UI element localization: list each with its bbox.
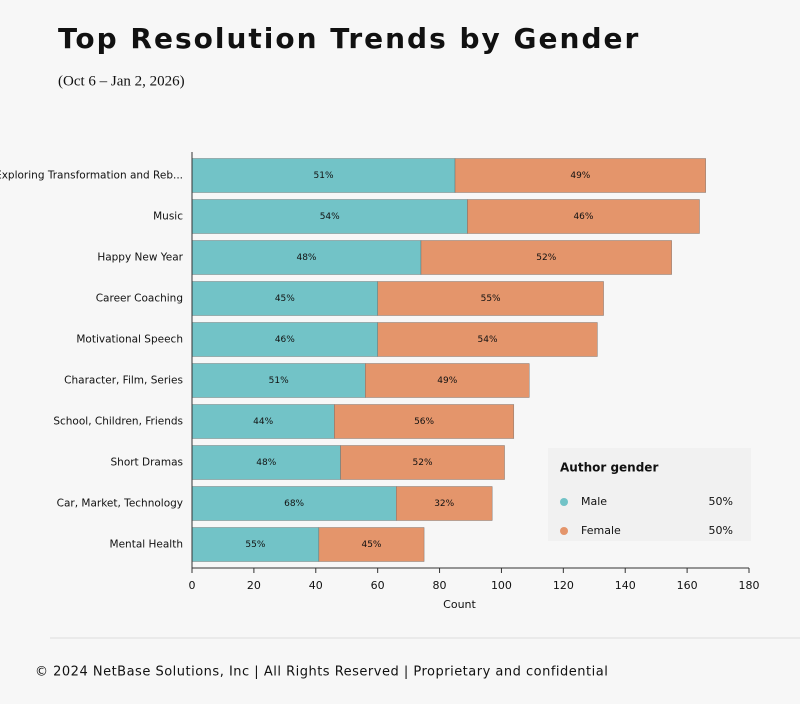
y-tick-label: School, Children, Friends [53,416,183,428]
legend-marker [560,498,568,506]
bar-label: 56% [414,417,434,427]
y-tick-label: Motivational Speech [76,334,183,346]
y-tick-label: Mental Health [110,539,183,551]
bar-label: 49% [437,376,457,386]
bar-segment [377,281,604,316]
x-tick-label: 100 [491,579,512,592]
y-tick-label: Car, Market, Technology [57,498,183,510]
bar-segment [191,363,366,398]
x-tick-label: 60 [371,579,385,592]
legend-box [548,448,751,541]
bar-segment [334,404,515,439]
bar-label: 55% [245,540,265,550]
bar-label: 68% [284,499,304,509]
bar-segment [454,158,706,193]
bar-label: 52% [536,253,556,263]
x-tick-label: 40 [309,579,323,592]
bar-segment [318,527,425,562]
bar-label: 49% [570,171,590,181]
y-tick-label: Short Dramas [111,457,184,469]
bar-label: 48% [296,253,316,263]
x-tick-label: 180 [739,579,760,592]
legend-value: 50% [709,524,733,537]
x-tick-label: 120 [553,579,574,592]
legend-title: Author gender [560,461,658,475]
legend-label: Female [581,524,621,537]
bar-label: 51% [314,171,334,181]
bar-segment [340,445,505,480]
bar-label: 51% [269,376,289,386]
bar-label: 44% [253,417,273,427]
y-tick-label: Character, Film, Series [64,375,183,387]
bar-segment [191,527,320,562]
y-tick-label: Exploring Transformation and Reb... [0,170,183,182]
y-tick-label: Music [153,211,183,223]
chart-subtitle: (Oct 6 – Jan 2, 2026) [58,73,185,89]
legend-marker [560,527,568,535]
bar-label: 52% [413,458,433,468]
bar-label: 54% [320,212,340,222]
x-tick-label: 140 [615,579,636,592]
bar-label: 45% [275,294,295,304]
bar-segment [420,240,672,275]
y-tick-label: Happy New Year [97,252,183,264]
chart-title: Top Resolution Trends by Gender [58,22,640,55]
bar-segment [377,322,598,357]
x-tick-label: 0 [189,579,196,592]
legend-label: Male [581,495,607,508]
bar-label: 54% [478,335,498,345]
bar-label: 32% [434,499,454,509]
footer: © 2024 NetBase Solutions, Inc | All Righ… [35,665,608,680]
x-axis-label: Count [443,598,476,611]
x-tick-label: 20 [247,579,261,592]
bar-segment [467,199,700,234]
bar-segment [191,281,378,316]
bar-label: 46% [573,212,593,222]
x-tick-label: 80 [433,579,447,592]
bar-segment [191,158,456,193]
bar-segment [365,363,530,398]
y-tick-label: Career Coaching [96,293,183,305]
bar-segment [191,404,335,439]
x-tick-label: 160 [677,579,698,592]
bar-label: 48% [256,458,276,468]
bar-label: 45% [361,540,381,550]
bar-segment [396,486,493,521]
bar-label: 55% [481,294,501,304]
bar-label: 46% [275,335,295,345]
bar-segment [191,445,341,480]
legend-value: 50% [709,495,733,508]
bar-segment [191,322,378,357]
bar-segment [191,486,397,521]
